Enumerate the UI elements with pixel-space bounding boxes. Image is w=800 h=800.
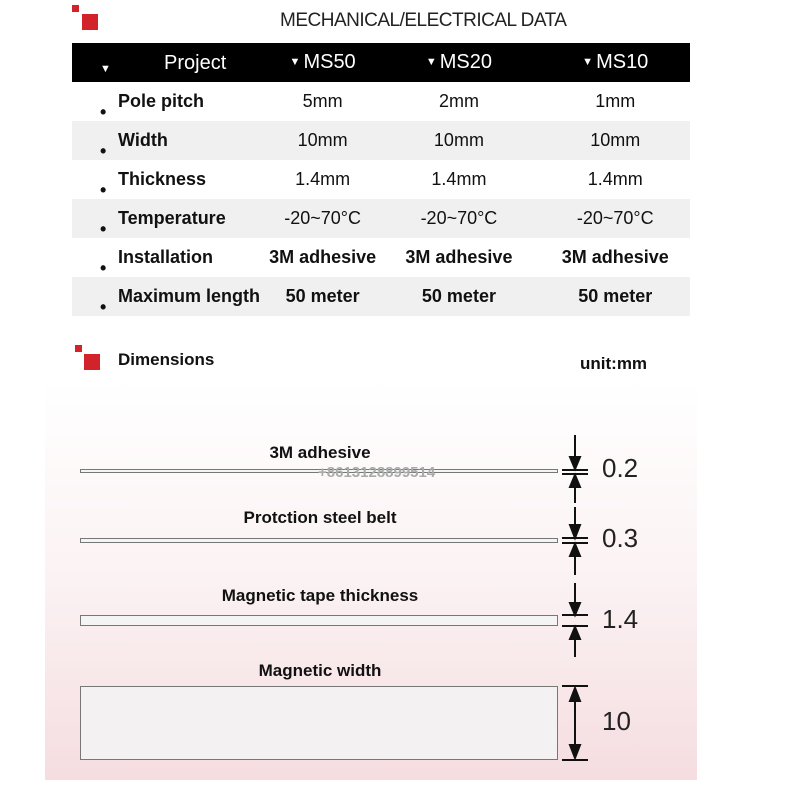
- magnetic-width-block: [80, 686, 558, 760]
- triangle-icon: ▼: [582, 56, 594, 68]
- row-label: Maximum length: [118, 285, 261, 306]
- layer-value: 0.2: [602, 453, 639, 483]
- row-label: Temperature: [118, 207, 226, 228]
- table-row: • Installation 3M adhesive 3M adhesive 3M ad…: [72, 238, 690, 278]
- accent-square: [84, 354, 100, 370]
- cell-value: 1.4mm: [587, 169, 643, 189]
- cell-value: 50 meter: [285, 286, 360, 306]
- cell-value: 1.4mm: [295, 169, 351, 189]
- layer-label: 3M adhesive: [269, 443, 371, 462]
- adhesive-layer: [80, 469, 558, 473]
- accent-square-small: [72, 5, 79, 12]
- header-ms20: MS20: [439, 51, 492, 73]
- watermark: +8613128899514: [318, 464, 436, 481]
- accent-square-small: [75, 345, 82, 352]
- table-row: • Temperature -20~70°C -20~70°C -20~70°C: [72, 199, 690, 239]
- cell-value: 10mm: [297, 130, 348, 150]
- layer-value: 0.3: [602, 523, 639, 553]
- cell-value: -20~70°C: [420, 208, 498, 228]
- cell-value: -20~70°C: [284, 208, 361, 228]
- table-header: ▼ Project ▼ MS50 ▼ MS20 ▼ MS10: [72, 43, 690, 82]
- dimension-arrows-icon: [562, 435, 588, 761]
- cell-value: 1.4mm: [431, 169, 487, 189]
- table-row: • Width 10mm 10mm 10mm: [72, 121, 690, 161]
- header-ms10: MS10: [596, 51, 649, 73]
- bullet-icon: •: [100, 101, 107, 122]
- layer-label: Magnetic tape thickness: [221, 586, 419, 605]
- cell-value: 10mm: [590, 130, 641, 150]
- cell-value: 3M adhesive: [269, 247, 377, 267]
- table-row: • Thickness 1.4mm 1.4mm 1.4mm: [72, 160, 690, 200]
- accent-square: [82, 14, 98, 30]
- cell-value: -20~70°C: [576, 208, 654, 228]
- bullet-icon: •: [100, 296, 107, 317]
- table-row: • Maximum length 50 meter 50 meter 50 meter: [72, 277, 690, 317]
- magnetic-tape-layer: [80, 615, 558, 626]
- row-label: Thickness: [118, 168, 207, 189]
- header-ms50: MS50: [303, 51, 356, 73]
- dimensions-title: Dimensions: [118, 350, 215, 369]
- bullet-icon: •: [100, 179, 107, 200]
- page-title: MECHANICAL/ELECTRICAL DATA: [280, 10, 567, 31]
- table-row: • Pole pitch 5mm 2mm 1mm: [72, 82, 690, 122]
- cell-value: 2mm: [438, 91, 479, 111]
- cell-value: 1mm: [595, 91, 636, 111]
- cell-value: 50 meter: [578, 286, 653, 306]
- cell-value: 50 meter: [421, 286, 496, 306]
- cell-value: 3M adhesive: [561, 247, 669, 267]
- layer-value: 10: [602, 706, 631, 736]
- row-label: Width: [118, 129, 168, 150]
- steel-belt-layer: [80, 538, 558, 543]
- header-project: Project: [164, 51, 227, 74]
- cell-value: 3M adhesive: [405, 247, 513, 267]
- bullet-icon: •: [100, 140, 107, 161]
- triangle-icon: ▼: [425, 56, 437, 68]
- unit-label: unit:mm: [580, 354, 648, 373]
- layer-label: Protction steel belt: [243, 508, 397, 527]
- layer-label: Magnetic width: [258, 661, 382, 680]
- layer-value: 1.4: [602, 604, 639, 634]
- triangle-icon: ▼: [289, 56, 301, 68]
- row-label: Pole pitch: [118, 90, 205, 111]
- cell-value: 10mm: [433, 130, 484, 150]
- spec-table: ▼ Project ▼ MS50 ▼ MS20 ▼ MS10 • Pole pitch 5m…: [72, 43, 690, 317]
- bullet-icon: •: [100, 218, 107, 239]
- bullet-icon: •: [100, 257, 107, 278]
- triangle-icon: ▼: [100, 62, 111, 75]
- cell-value: 5mm: [302, 91, 343, 111]
- row-label: Installation: [118, 246, 214, 267]
